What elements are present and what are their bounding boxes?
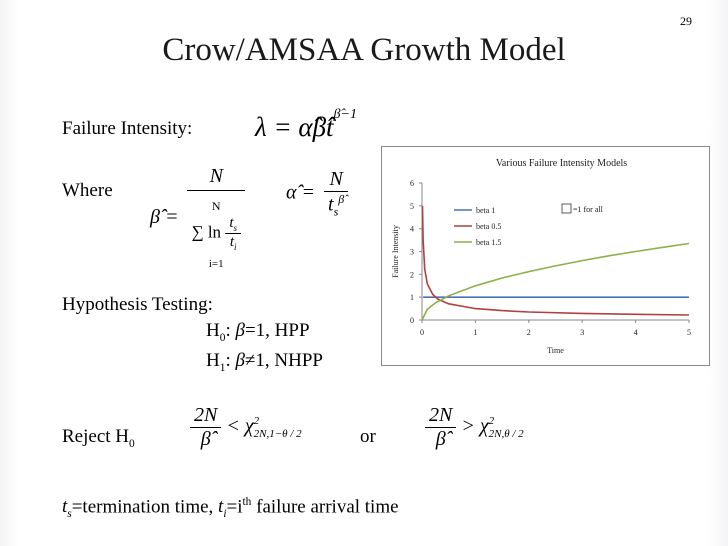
y-tick-label: 4: [410, 225, 414, 234]
x-tick-label: 2: [527, 328, 531, 337]
y-tick-label: 6: [410, 179, 414, 188]
y-tick-label: 0: [410, 316, 414, 325]
series-line: [421, 205, 690, 316]
x-tick-label: 5: [687, 328, 691, 337]
legend-label: beta 1.5: [476, 238, 501, 247]
y-tick-label: 5: [410, 202, 414, 211]
h1-text: 1, NHPP: [255, 350, 323, 371]
annotation-icon: [561, 203, 572, 214]
slide-title: Crow/AMSAA Growth Model: [162, 32, 566, 68]
x-tick-label: 3: [580, 328, 584, 337]
hypothesis-label: Hypothesis Testing:: [62, 294, 213, 315]
y-tick-label: 1: [410, 293, 414, 302]
chart-title: Various Failure Intensity Models: [496, 158, 627, 169]
series-line: [421, 242, 690, 321]
y-tick-label: 2: [410, 270, 414, 279]
legend-label: beta 0.5: [476, 222, 501, 231]
h0-text: =1, HPP: [244, 320, 310, 341]
h0-line: H0: β=1, HPP: [206, 320, 310, 344]
slide-number: 29: [680, 14, 692, 28]
h1-line: H1: β≠1, NHPP: [206, 350, 323, 374]
reject-label: Reject H0: [62, 426, 135, 450]
reject-formula-left: 2N β̂ < χ2 2N,1−θ / 2: [190, 404, 302, 451]
footer-definitions: ts=termination time, ti=ith failure arri…: [62, 496, 399, 521]
annotation-label: =1 for all: [573, 205, 604, 214]
where-label: Where: [62, 180, 113, 201]
legend-label: beta 1: [476, 206, 495, 215]
h1-symbol: ≠: [244, 350, 256, 371]
beta-hat-formula: β̂ = N N ∑ ln ts ti i=1: [150, 165, 245, 272]
y-axis-label: Failure Intensity: [391, 225, 400, 278]
x-tick-label: 0: [420, 328, 424, 337]
chart-svg: Various Failure Intensity Models 0 1 2 3 4 5 6 0…: [391, 158, 691, 355]
failure-intensity-chart: Various Failure Intensity Models 0 1 2 3 4 5 6 0…: [381, 146, 710, 366]
failure-intensity-formula: λ = α̂β̂tβ̂−1: [255, 107, 357, 142]
or-label: or: [360, 426, 376, 447]
x-axis-label: Time: [547, 346, 564, 355]
x-tick-label: 4: [634, 328, 638, 337]
alpha-hat-formula: α̂ = N tsβ̂: [286, 168, 349, 220]
y-tick-label: 3: [410, 248, 414, 257]
x-tick-label: 1: [473, 328, 477, 337]
reject-formula-right: 2N β̂ > χ2 2N,θ / 2: [425, 404, 524, 451]
failure-intensity-label: Failure Intensity:: [62, 118, 193, 139]
